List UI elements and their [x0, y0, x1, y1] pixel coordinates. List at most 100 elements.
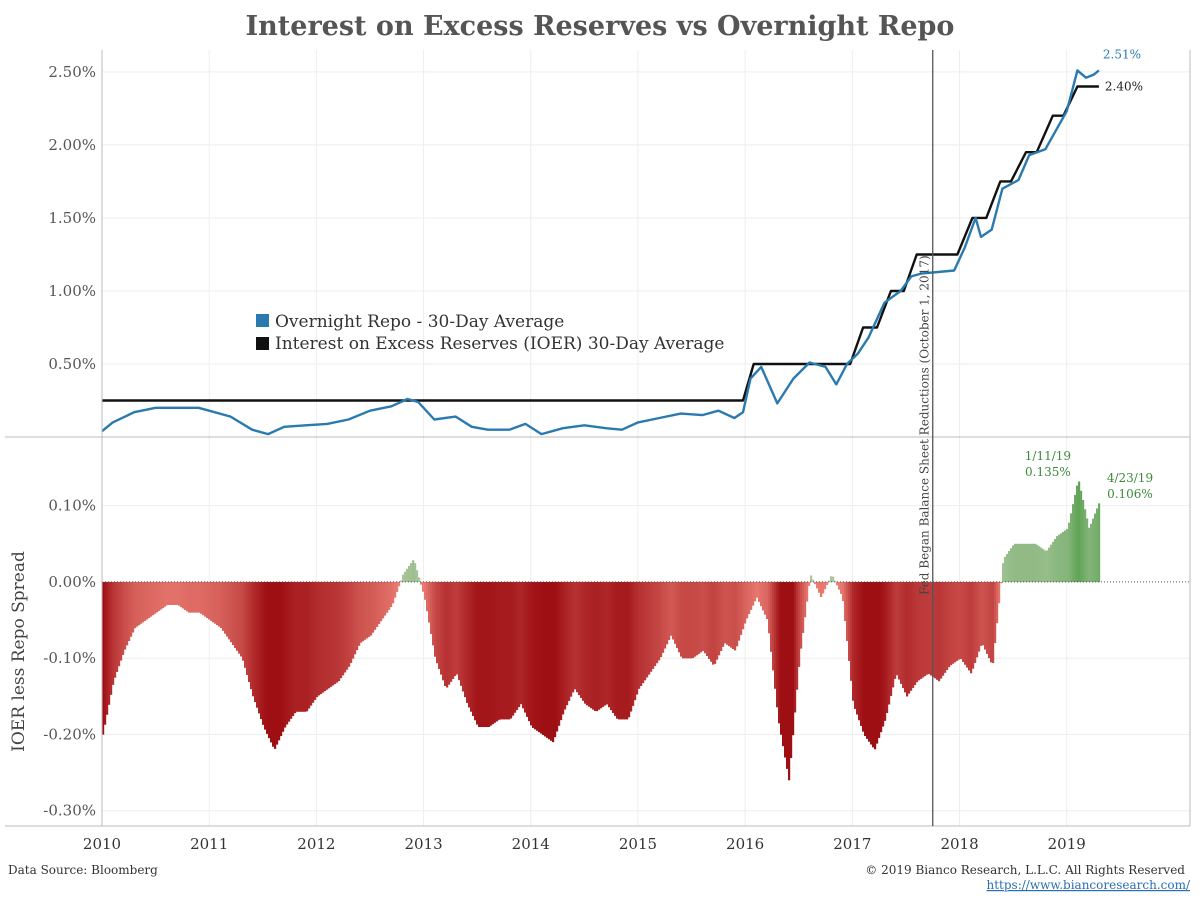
spread-bar	[716, 581, 719, 660]
spread-bar	[854, 581, 857, 709]
spread-bar	[306, 581, 309, 712]
spread-bar	[694, 581, 697, 657]
spread-bar	[1032, 543, 1035, 583]
spread-bar	[264, 581, 267, 730]
spread-bar	[620, 581, 623, 720]
spread-bar	[904, 581, 907, 693]
y-tick-label: 1.50%	[48, 209, 96, 227]
spread-bar	[670, 581, 673, 636]
spread-bar	[874, 581, 877, 750]
spread-bar	[1056, 536, 1059, 583]
spread-bar	[282, 581, 285, 732]
spread-bar	[986, 581, 989, 654]
spread-bar	[872, 581, 875, 748]
spread-bar	[130, 581, 133, 637]
spread-bar	[782, 581, 785, 747]
spread-bar	[676, 581, 679, 649]
spread-bar	[592, 581, 595, 710]
spread-bar	[892, 581, 895, 688]
spread-bar	[418, 577, 421, 583]
spread-bar	[644, 581, 647, 681]
website-link[interactable]: https://www.biancoresearch.com/	[986, 878, 1190, 892]
spread-bar	[1064, 530, 1067, 583]
spread-bar	[342, 581, 345, 676]
spread-bar	[812, 579, 815, 583]
spread-bar	[544, 581, 547, 737]
spread-bar	[828, 580, 831, 583]
spread-bar	[820, 581, 823, 597]
spread-bar	[636, 581, 639, 695]
spread-bar	[1076, 485, 1079, 583]
spread-bar	[858, 581, 861, 721]
spread-bar	[402, 574, 405, 583]
spread-bar	[448, 581, 451, 685]
spread-bar	[182, 581, 185, 609]
spread-bar	[916, 581, 919, 683]
spread-bar	[262, 581, 265, 725]
spread-bar	[254, 581, 257, 703]
spread-bar	[838, 581, 841, 590]
spread-bar	[294, 581, 297, 714]
spread-bar	[120, 581, 123, 661]
repo-line	[101, 69, 1100, 436]
spread-bar	[444, 581, 447, 687]
spread-bar	[1020, 543, 1023, 583]
spread-bar	[1024, 543, 1027, 583]
spread-bar	[326, 581, 329, 690]
spread-bar	[480, 581, 483, 728]
spread-bar	[118, 581, 121, 667]
spread-bar	[208, 581, 211, 620]
spread-bar	[712, 581, 715, 665]
spread-bar	[690, 581, 693, 659]
spread-bar	[242, 581, 245, 661]
spread-bar	[406, 568, 409, 583]
spread-bar	[266, 581, 269, 734]
spread-bar	[278, 581, 281, 741]
spread-bar	[1096, 508, 1099, 583]
spread-bar	[662, 581, 665, 653]
spread-bar	[386, 581, 389, 613]
spread-bar	[394, 581, 397, 598]
spread-bar	[388, 581, 391, 610]
spread-bar	[902, 581, 905, 689]
spread-bar	[578, 581, 581, 696]
spread-bar	[702, 581, 705, 651]
spread-bar	[696, 581, 699, 656]
spread-bar	[446, 581, 449, 688]
spread-bar	[1048, 547, 1051, 583]
spread-bar	[416, 570, 419, 583]
spread-bar	[1092, 518, 1095, 583]
spread-bar	[1088, 527, 1091, 583]
spread-bar	[354, 581, 357, 655]
y-tick-label: 2.50%	[48, 63, 96, 81]
legend-label-ioer: Interest on Excess Reserves (IOER) 30-Da…	[275, 334, 724, 354]
spread-bar	[426, 581, 429, 612]
spread-bar	[482, 581, 485, 728]
spread-bar	[226, 581, 229, 637]
spread-bar	[398, 581, 401, 587]
spread-bar	[574, 581, 577, 690]
spread-bar	[720, 581, 723, 652]
spread-bar	[166, 581, 169, 606]
spread-bar	[540, 581, 543, 734]
spread-bar	[502, 581, 505, 720]
end-label-ioer: 2.40%	[1105, 80, 1143, 94]
spread-bar	[110, 581, 113, 695]
spread-bar	[340, 581, 343, 679]
x-tick-label: 2016	[726, 835, 764, 853]
y-tick-label: 0.10%	[48, 497, 96, 515]
spread-bar	[490, 581, 493, 726]
spread-bar	[432, 581, 435, 646]
spread-bar	[336, 581, 339, 683]
spread-bar	[944, 581, 947, 673]
spread-bar	[1070, 513, 1073, 583]
spread-bar	[1054, 539, 1057, 583]
spread-bar	[192, 581, 195, 613]
spread-bar	[698, 581, 701, 654]
spread-bar	[664, 581, 667, 649]
spread-bar	[968, 581, 971, 671]
spread-bar	[684, 581, 687, 659]
spread-bar	[408, 565, 411, 583]
spread-bar	[272, 581, 275, 747]
spread-bar	[900, 581, 903, 684]
